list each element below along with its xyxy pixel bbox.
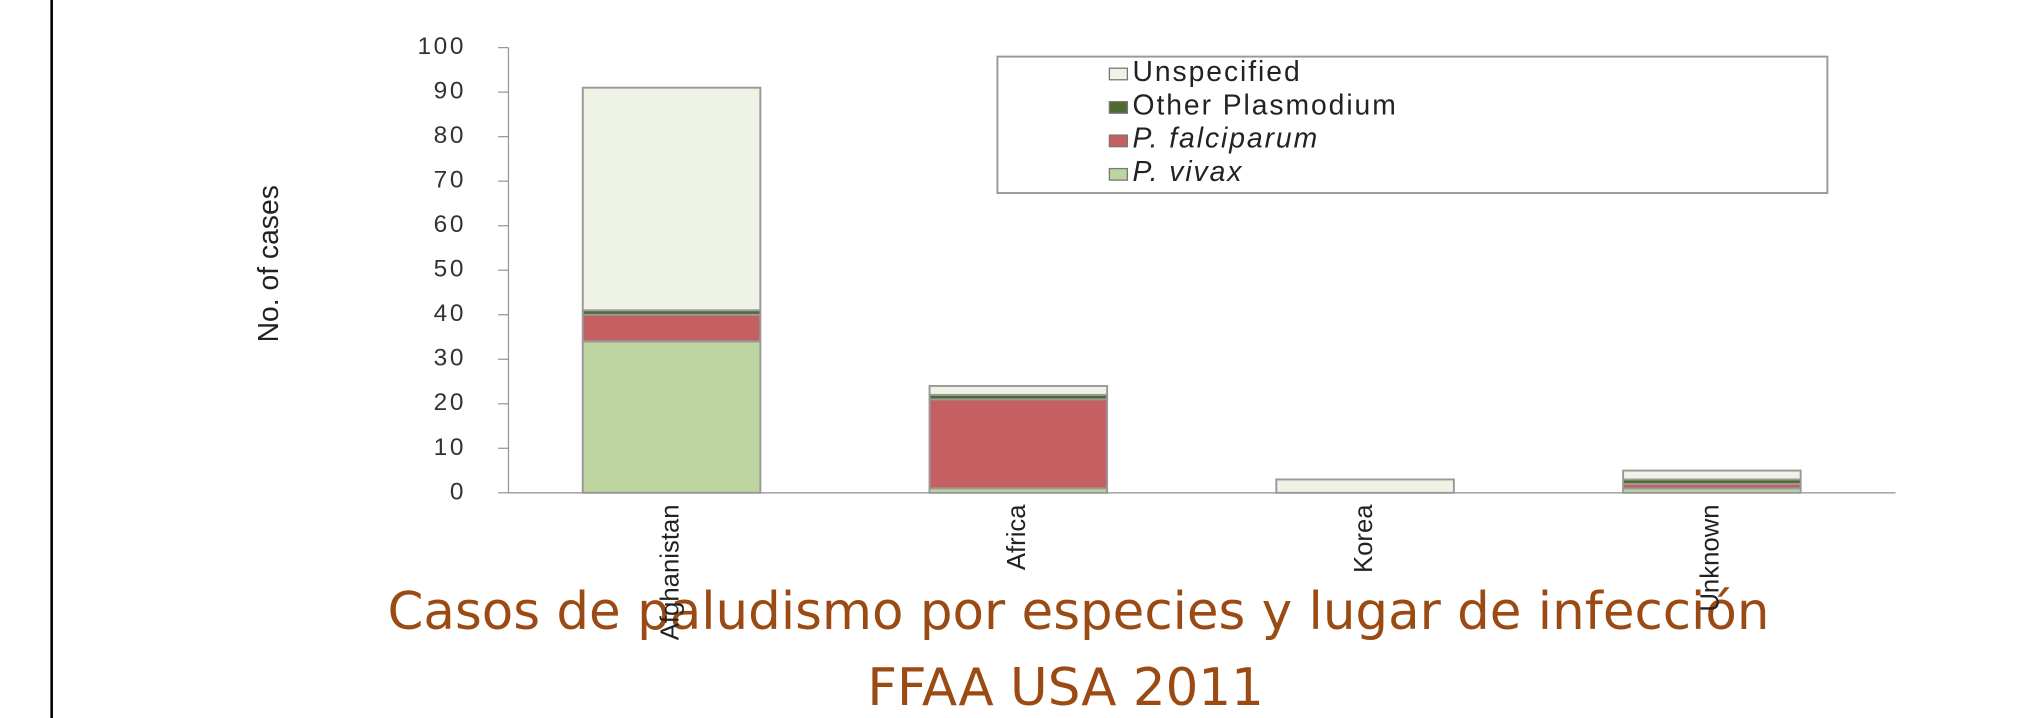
y-tick-label: 40 bbox=[434, 300, 466, 327]
legend-label: Unspecified bbox=[1133, 55, 1302, 87]
legend-swatch bbox=[1108, 67, 1129, 81]
y-axis-label: No. of cases bbox=[252, 185, 284, 342]
x-tick-label: Unknown bbox=[1697, 504, 1725, 611]
legend-swatch bbox=[1108, 101, 1129, 114]
y-tick-label: 70 bbox=[434, 167, 466, 194]
legend-box bbox=[996, 55, 1829, 194]
legend-swatch bbox=[1108, 167, 1129, 181]
y-tick-label: 30 bbox=[434, 345, 466, 372]
y-tick-label: 10 bbox=[434, 434, 466, 461]
y-tick-label: 100 bbox=[417, 33, 466, 60]
x-tick-label: Korea bbox=[1350, 504, 1378, 573]
x-tick-label: Afghanistan bbox=[656, 504, 684, 640]
legend-label: P. falciparum bbox=[1133, 122, 1320, 154]
bar-segment bbox=[928, 398, 1109, 490]
bar-segment bbox=[928, 385, 1109, 396]
y-tick-label: 60 bbox=[434, 211, 466, 238]
chart-title: Casos de paludismo por especies y lugar … bbox=[388, 582, 1770, 642]
x-tick-label: Africa bbox=[1003, 504, 1031, 570]
y-tick-label: 0 bbox=[450, 478, 466, 505]
y-tick-label: 50 bbox=[434, 256, 466, 283]
y-tick-label: 20 bbox=[434, 389, 466, 416]
bar-segment bbox=[1622, 469, 1802, 481]
legend-label: Other Plasmodium bbox=[1133, 88, 1398, 120]
bar-segment bbox=[1275, 478, 1455, 494]
y-tick-label: 80 bbox=[434, 122, 466, 149]
legend-swatch bbox=[1108, 134, 1129, 148]
chart-title: FFAA USA 2011 bbox=[867, 658, 1263, 718]
bar-segment bbox=[581, 313, 762, 343]
bar-segment bbox=[581, 340, 762, 494]
legend-label: P. vivax bbox=[1133, 155, 1244, 187]
y-tick-label: 90 bbox=[434, 78, 466, 105]
bar-segment bbox=[581, 86, 762, 312]
